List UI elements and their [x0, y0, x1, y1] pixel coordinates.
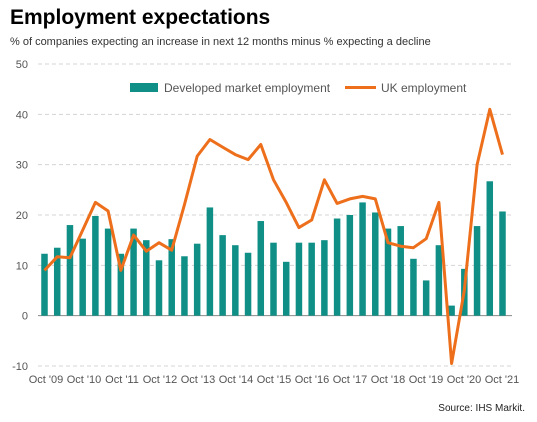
x-tick-label: Oct '19 — [409, 374, 444, 386]
x-tick-label: Oct '09 — [29, 374, 64, 386]
y-tick-label: 40 — [16, 109, 28, 121]
x-tick-label: Oct '16 — [295, 374, 330, 386]
bar — [155, 260, 163, 316]
x-tick-label: Oct '12 — [143, 374, 178, 386]
legend-label-developed: Developed market employment — [164, 81, 331, 95]
bar — [321, 240, 328, 316]
bar — [143, 240, 150, 316]
x-tick-label: Oct '18 — [371, 374, 406, 386]
chart-title: Employment expectations — [10, 6, 271, 29]
x-tick-labels: Oct '09 Oct '10 Oct '11 Oct '12 Oct '13 Oct '… — [29, 374, 520, 386]
y-tick-labels: -10 0 10 20 30 40 50 — [12, 59, 28, 373]
bar — [295, 242, 303, 316]
legend: Developed market employment UK employment — [130, 81, 467, 95]
bar — [473, 226, 481, 316]
bar — [422, 280, 430, 316]
y-tick-label: 30 — [16, 160, 28, 172]
x-tick-label: Oct '17 — [333, 374, 368, 386]
bar — [397, 226, 404, 316]
line-series-uk — [43, 107, 504, 365]
bar — [346, 215, 354, 316]
x-tick-label: Oct '15 — [257, 374, 292, 386]
bar — [270, 242, 277, 316]
y-tick-label: 0 — [22, 311, 28, 323]
bar — [244, 252, 252, 316]
x-tick-label: Oct '20 — [447, 374, 482, 386]
bar — [53, 247, 61, 316]
legend-swatch-developed — [130, 83, 158, 92]
bar — [448, 305, 455, 316]
x-tick-label: Oct '11 — [105, 374, 139, 386]
x-tick-label: Oct '14 — [219, 374, 254, 386]
bar — [193, 243, 201, 316]
bar — [79, 238, 86, 316]
legend-label-uk: UK employment — [381, 81, 467, 95]
bar — [359, 202, 366, 316]
bar-series-developed-market — [41, 181, 506, 316]
x-tick-label: Oct '21 — [485, 374, 520, 386]
y-tick-label: -10 — [12, 361, 28, 373]
uk-employment-line — [43, 107, 504, 365]
bar — [104, 228, 112, 316]
bar — [435, 245, 443, 316]
y-tick-label: 20 — [16, 210, 28, 222]
bar — [333, 218, 341, 316]
x-tick-label: Oct '13 — [181, 374, 216, 386]
bar — [66, 225, 74, 316]
bar — [181, 256, 188, 316]
bar — [41, 253, 48, 316]
bar — [486, 181, 494, 316]
y-tick-label: 50 — [16, 59, 28, 71]
y-tick-label: 10 — [16, 260, 28, 272]
bar — [372, 212, 379, 316]
bar — [499, 211, 506, 316]
bar — [384, 228, 392, 316]
bar — [219, 235, 226, 316]
bar — [117, 253, 125, 316]
bar — [168, 239, 175, 316]
bar — [282, 261, 290, 316]
source-note: Source: IHS Markit. — [438, 403, 525, 414]
bar — [308, 242, 315, 316]
chart-subtitle: % of companies expecting an increase in … — [10, 36, 431, 48]
bar — [92, 216, 99, 316]
x-tick-label: Oct '10 — [67, 374, 102, 386]
bar — [232, 245, 239, 316]
bar — [206, 207, 214, 316]
bar — [410, 258, 417, 316]
bar — [257, 221, 265, 316]
bar — [130, 228, 137, 316]
